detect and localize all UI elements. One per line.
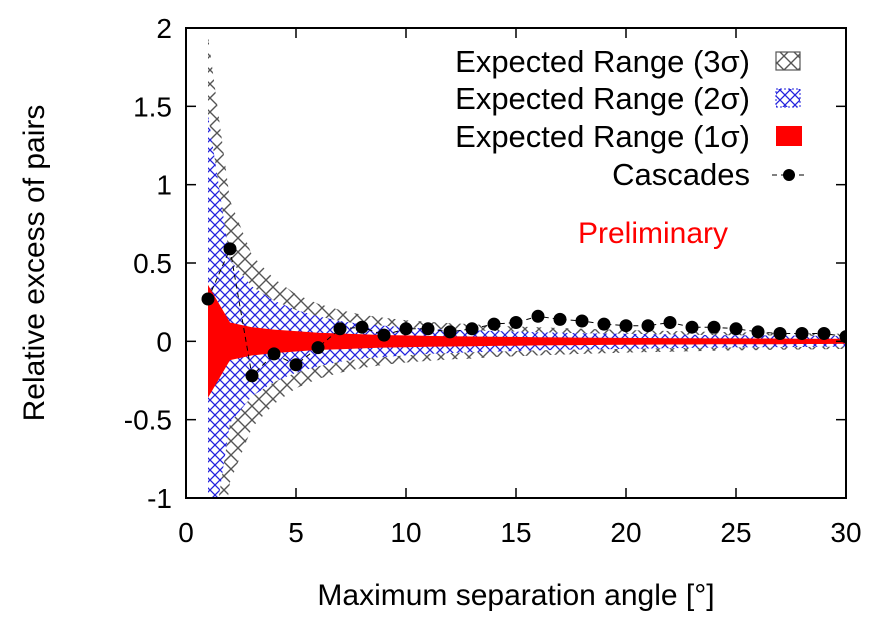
plot-area [201,35,846,498]
cascades-point-23 [685,320,699,334]
cascades-point-15 [509,316,523,329]
cascades-point-28 [795,327,809,340]
x-tick-label-20: 20 [610,517,641,548]
legend-label-2-sigma: Expected Range (2σ) [455,81,750,116]
cascades-point-11 [421,322,435,336]
cascades-point-2 [223,242,237,256]
x-tick-label-5: 5 [288,517,304,548]
y-tick-label--0.5: -0.5 [124,405,172,436]
y-tick-label--1: -1 [147,483,172,514]
cascades-point-1 [201,292,215,306]
cascades-point-19 [597,317,611,331]
cascades-point-24 [707,320,721,334]
cascades-point-17 [553,312,567,326]
cascades-point-13 [465,322,479,336]
legend: Expected Range (3σ) Expected Range (2σ) … [455,44,806,192]
cascades-point-6 [311,341,325,355]
legend-label-1-sigma: Expected Range (1σ) [455,119,750,154]
legend-swatch-3-sigma [775,51,801,71]
cascades-point-18 [575,314,589,328]
y-tick-label-2: 2 [156,13,172,44]
band-1-sigma [208,284,846,398]
x-tick-label-0: 0 [178,517,194,548]
cascades-point-27 [773,327,787,340]
x-tick-label-25: 25 [720,517,751,548]
cascades-point-12 [443,325,457,339]
cascades-point-25 [729,322,743,336]
y-tick-label-0: 0 [156,326,172,357]
axis-tick-labels: 0 5 10 15 20 25 30 -1 -0.5 0 0.5 1 1.5 2 [124,13,862,548]
cascades-point-4 [267,347,281,361]
y-axis-title: Relative excess of pairs [18,105,51,422]
preliminary-annotation: Preliminary [578,217,728,250]
cascades-point-8 [355,320,369,334]
cascades-point-9 [377,328,391,342]
x-tick-label-10: 10 [390,517,421,548]
y-tick-label-1: 1 [156,170,172,201]
y-tick-label-1.5: 1.5 [133,91,172,122]
legend-swatch-cascades-marker [783,169,795,181]
cascades-point-14 [487,317,501,331]
cascades-point-26 [751,325,765,339]
cascades-point-29 [817,327,831,340]
cascades-point-21 [641,319,655,333]
x-tick-label-30: 30 [830,517,861,548]
x-tick-label-15: 15 [500,517,531,548]
legend-swatch-2-sigma [775,88,801,108]
legend-label-cascades: Cascades [612,157,750,192]
cascades-point-16 [531,309,545,323]
cascades-point-3 [245,369,259,383]
cascades-point-22 [663,316,677,329]
y-tick-label-0.5: 0.5 [133,248,172,279]
cascades-points [201,242,846,383]
legend-label-3-sigma: Expected Range (3σ) [455,44,750,79]
x-axis-title: Maximum separation angle [°] [317,579,714,612]
cascades-point-20 [619,319,633,333]
cascades-point-7 [333,322,347,336]
cascades-point-5 [289,358,303,372]
cascades-point-10 [399,322,413,336]
legend-swatch-1-sigma [776,126,802,146]
cascades-point-30 [839,330,846,344]
axis-ticks [185,27,847,499]
